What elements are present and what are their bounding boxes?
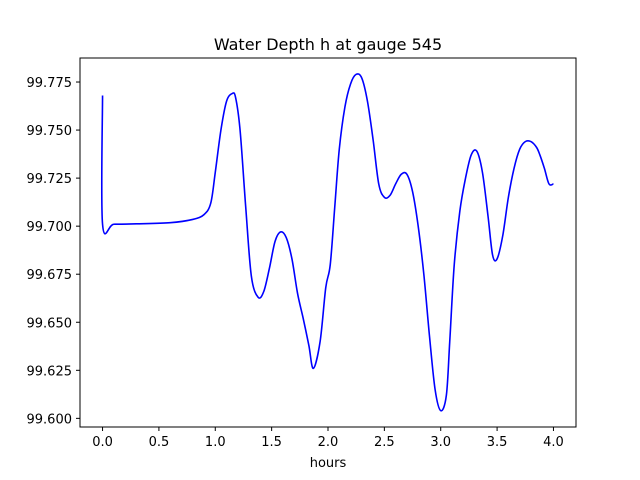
plot-frame	[79, 57, 577, 428]
series-layer	[100, 73, 554, 412]
y-axis-ticks: 99.600 99.625 99.650 99.675 99.700 99.725 99.7…	[27, 76, 80, 427]
x-tick-label: 4.0	[543, 435, 564, 450]
y-tick-label: 99.775	[27, 76, 73, 91]
x-tick-label: 1.0	[205, 435, 226, 450]
y-tick-label: 99.700	[27, 220, 73, 235]
x-tick-label: 3.5	[487, 435, 508, 450]
x-tick-label: 1.5	[261, 435, 282, 450]
y-tick-label: 99.675	[27, 268, 73, 283]
x-tick-label: 0.0	[92, 435, 113, 450]
y-tick-label: 99.625	[27, 364, 73, 379]
x-axis-ticks: 0.0 0.5 1.0 1.5 2.0 2.5 3.0 3.5 4.0	[92, 427, 564, 450]
plot-area	[80, 58, 576, 427]
x-tick-label: 3.0	[430, 435, 451, 450]
series-line-0	[100, 73, 554, 412]
x-tick-label: 2.0	[318, 435, 339, 450]
y-tick-label: 99.600	[27, 412, 73, 427]
y-tick-label: 99.725	[27, 172, 73, 187]
y-tick-label: 99.650	[27, 316, 73, 331]
x-axis-label: hours	[310, 456, 347, 471]
x-tick-label: 0.5	[149, 435, 170, 450]
y-tick-label: 99.750	[27, 124, 73, 139]
chart-title: Water Depth h at gauge 545	[214, 35, 442, 54]
x-tick-label: 2.5	[374, 435, 395, 450]
